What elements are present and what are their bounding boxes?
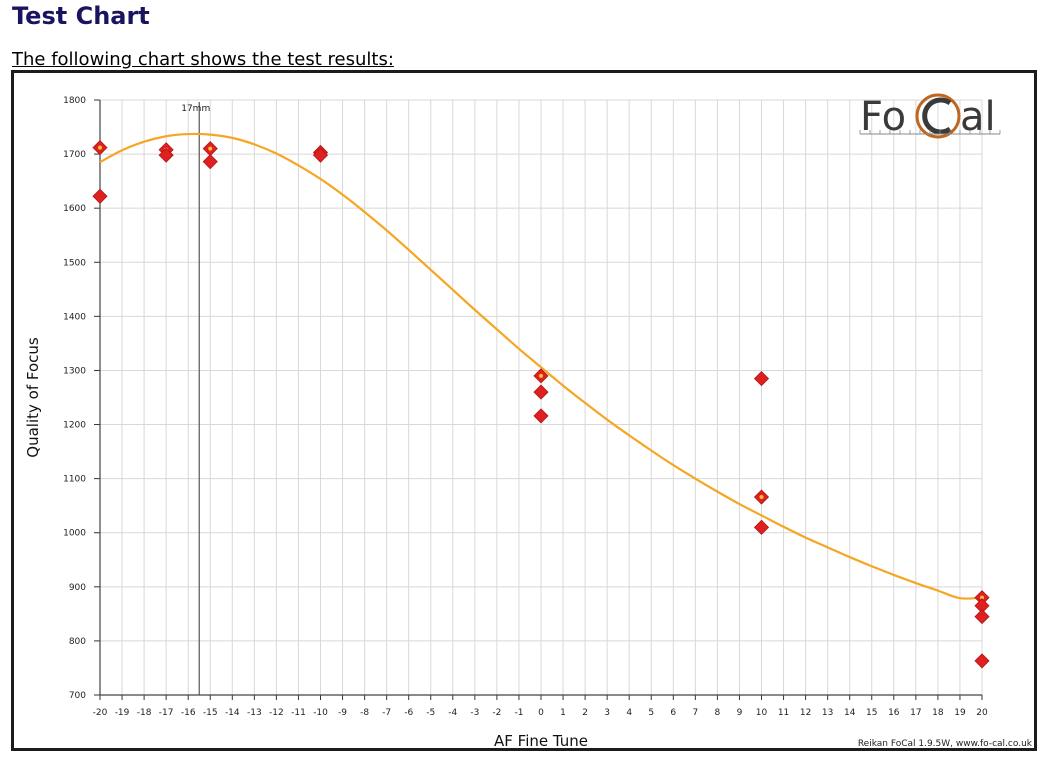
x-tick-label: 2 <box>582 708 588 718</box>
data-point <box>202 154 218 170</box>
data-point <box>533 408 549 424</box>
data-point-center-dot <box>208 146 213 151</box>
y-tick-label: 1200 <box>63 421 86 431</box>
x-tick-label: 20 <box>976 708 988 718</box>
x-tick-label: 6 <box>670 708 676 718</box>
x-tick-label: -7 <box>382 708 391 718</box>
x-tick-label: -3 <box>470 708 479 718</box>
x-tick-label: 9 <box>737 708 743 718</box>
x-axis-title: AF Fine Tune <box>494 732 588 748</box>
y-tick-label: 700 <box>69 691 86 701</box>
focal-logo: Fo al <box>859 93 1001 140</box>
x-tick-label: -19 <box>115 708 130 718</box>
x-tick-label: 8 <box>715 708 721 718</box>
x-tick-label: 18 <box>932 708 944 718</box>
y-tick-label: 1700 <box>63 150 86 160</box>
data-point <box>753 371 770 387</box>
intro-text: The following chart shows the test resul… <box>12 49 394 70</box>
x-tick-label: 10 <box>756 708 768 718</box>
focal-length-marker: 17mm <box>181 102 210 695</box>
x-tick-label: -16 <box>181 708 196 718</box>
x-tick-label: 15 <box>866 708 877 718</box>
x-tick-label: 16 <box>888 708 900 718</box>
fit-curve <box>99 132 983 600</box>
y-tick-label: 900 <box>69 583 86 593</box>
x-tick-label: -8 <box>360 708 369 718</box>
x-tick-label: 4 <box>626 708 632 718</box>
data-point <box>753 519 770 535</box>
x-tick-label: -13 <box>247 708 262 718</box>
data-point-center-dot <box>980 595 984 600</box>
x-tick-label: 12 <box>800 708 811 718</box>
y-tick-label: 1500 <box>63 258 86 268</box>
data-point <box>974 653 990 669</box>
y-tick-label: 1100 <box>63 475 86 485</box>
x-tick-label: -20 <box>93 708 108 718</box>
y-tick-label: 1800 <box>63 96 86 106</box>
logo-text-left: Fo <box>860 94 906 140</box>
x-tick-label: 13 <box>822 708 833 718</box>
chart-frame: -20 -19 -18 -17 -16 -15 -14 -13 -12 -11 -10 -9 -8 -7-… <box>11 70 1037 751</box>
x-tick-label: -6 <box>404 708 413 718</box>
data-point <box>92 188 108 204</box>
af-fine-tune-chart: -20 -19 -18 -17 -16 -15 -14 -13 -12 -11 -10 -9 -8 -7-… <box>24 93 1033 748</box>
y-tick-label: 800 <box>69 637 86 647</box>
data-point <box>312 147 329 163</box>
x-tick-label: -9 <box>338 708 347 718</box>
x-tick-label: 1 <box>560 708 566 718</box>
data-point-center-dot <box>539 373 543 378</box>
x-tick-label: 0 <box>538 708 544 718</box>
y-axis-title: Quality of Focus <box>24 337 42 458</box>
x-tick-label: 17 <box>910 708 921 718</box>
x-tick-label: -17 <box>159 708 174 718</box>
x-tick-label: 3 <box>604 708 610 718</box>
page-title: Test Chart <box>12 2 150 30</box>
data-point <box>158 147 174 163</box>
data-point <box>974 609 990 625</box>
x-tick-label: 11 <box>778 708 789 718</box>
chart-footer-credit: Reikan FoCal 1.9.5W, www.fo-cal.co.uk <box>858 739 1033 748</box>
x-tick-label: -15 <box>203 708 218 718</box>
logo-ring <box>915 93 961 139</box>
x-tick-label: -5 <box>426 708 435 718</box>
axes: -20 -19 -18 -17 -16 -15 -14 -13 -12 -11 -10 -9 -8 -7-… <box>63 96 988 718</box>
grid <box>99 99 983 696</box>
x-tick-label: -1 <box>514 708 523 718</box>
logo-c-glyph <box>922 97 952 135</box>
x-tick-label: -14 <box>225 708 240 718</box>
x-tick-label: -11 <box>291 708 306 718</box>
y-tick-label: 1300 <box>63 366 86 376</box>
x-tick-label: -12 <box>269 708 284 718</box>
data-point-center-dot <box>98 145 102 150</box>
x-tick-label: -18 <box>137 708 152 718</box>
x-tick-label: 19 <box>954 708 966 718</box>
data-points <box>92 140 990 669</box>
data-point <box>533 384 549 400</box>
fit-curve-line <box>99 132 983 600</box>
x-tick-label: 7 <box>692 708 698 718</box>
y-tick-label: 1400 <box>63 312 86 322</box>
x-tick-label: -2 <box>492 708 501 718</box>
y-tick-label: 1000 <box>63 529 86 539</box>
x-tick-label: 14 <box>844 708 856 718</box>
y-tick-label: 1600 <box>63 204 86 214</box>
x-tick-label: -4 <box>448 708 457 718</box>
marker-label: 17mm <box>181 104 210 114</box>
x-tick-label: 5 <box>648 708 654 718</box>
data-point-center-dot <box>759 495 764 500</box>
x-tick-label: -10 <box>313 708 328 718</box>
